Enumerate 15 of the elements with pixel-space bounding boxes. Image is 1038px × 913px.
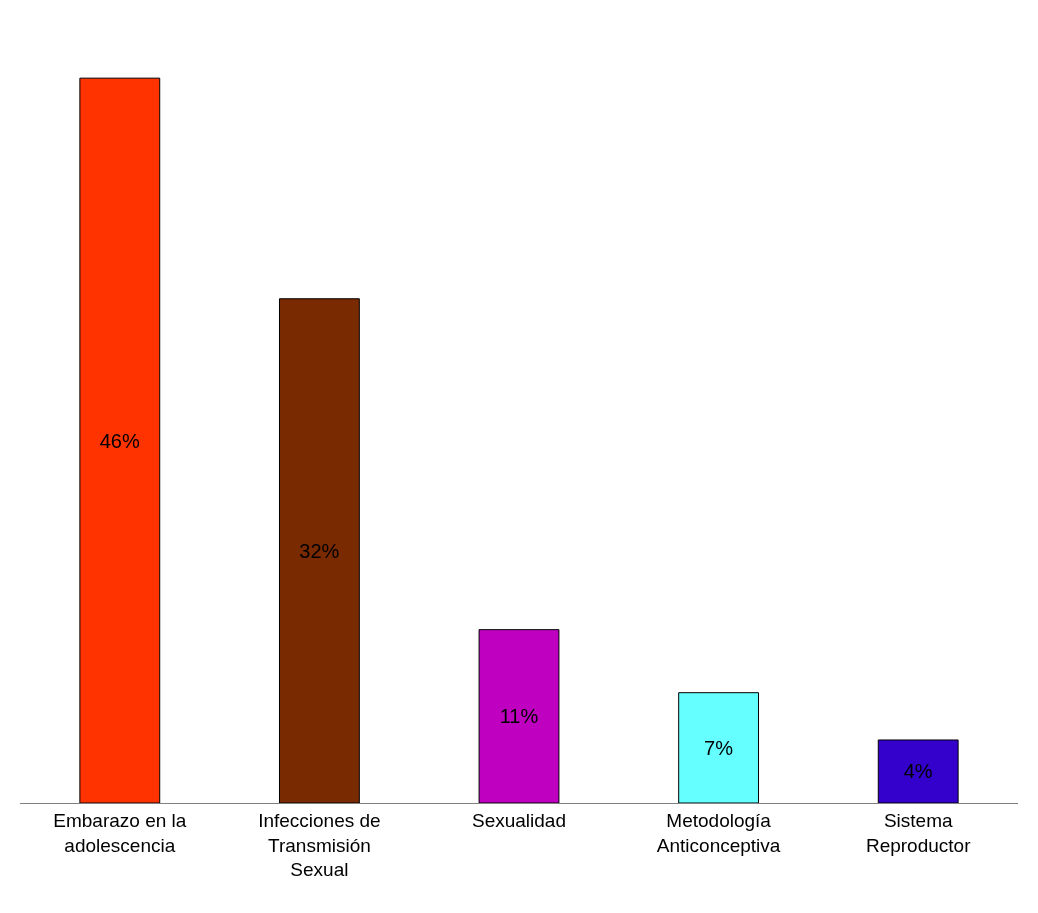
x-tick-label: Embarazo en la adolescencia xyxy=(53,809,187,856)
data-label: 11% xyxy=(499,705,539,728)
bar xyxy=(478,629,560,803)
x-tick-label: Infecciones de Transmisión Sexual xyxy=(258,809,381,881)
bar xyxy=(877,739,959,803)
bar xyxy=(278,298,360,803)
x-tick-label: Sistema Reproductor xyxy=(865,809,972,856)
bar xyxy=(678,692,760,803)
x-tick-label: Sexualidad xyxy=(471,809,567,831)
data-label: 4% xyxy=(903,760,933,783)
bar xyxy=(79,77,161,803)
x-tick-label: Metodología Anticonceptiva xyxy=(656,809,781,856)
data-label: 32% xyxy=(299,539,340,562)
data-label: 46% xyxy=(99,429,140,452)
data-label: 7% xyxy=(704,736,734,759)
